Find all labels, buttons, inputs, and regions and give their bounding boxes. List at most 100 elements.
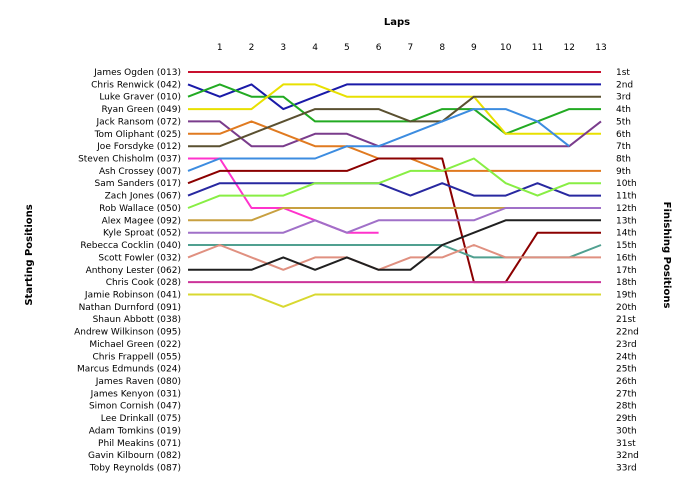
finishing-label: 11th — [616, 192, 637, 202]
series-line-17 — [188, 219, 601, 271]
starting-label: Zach Jones (067) — [105, 192, 181, 202]
finishing-label: 29th — [616, 414, 637, 424]
finishing-label: 25th — [616, 365, 637, 375]
series-line-2 — [187, 83, 601, 111]
starting-label: Lee Drinkall (075) — [101, 414, 181, 424]
finishing-label: 28th — [616, 402, 637, 412]
lap-tick-label: 1 — [217, 43, 223, 53]
starting-label: Andrew Wilkinson (095) — [74, 328, 181, 338]
series-line-12 — [187, 157, 601, 209]
starting-label: Kyle Sproat (052) — [103, 229, 181, 239]
series-line-11 — [187, 182, 601, 197]
finishing-position-labels: 1st 2nd 3rd 4th 5th 6th 7th 8th 9th 10th 11th 12th 1… — [616, 68, 639, 474]
starting-position-labels: James Ogden (013) Chris Renwick (042) Luke… — [74, 68, 181, 474]
lap-tick-label: 9 — [471, 43, 477, 53]
starting-label: Ryan Green (049) — [102, 105, 181, 115]
x-axis-title: Laps — [384, 17, 410, 28]
lap-tick-label: 4 — [312, 43, 318, 53]
finishing-label: 18th — [616, 278, 637, 288]
lap-tick-label: 11 — [532, 43, 543, 53]
finishing-label: 17th — [616, 266, 637, 276]
starting-label: Steven Chisholm (037) — [78, 155, 181, 165]
finishing-label: 22nd — [616, 328, 639, 338]
finishing-label: 10th — [616, 179, 637, 189]
starting-label: Rebecca Cocklin (040) — [80, 241, 181, 251]
finishing-label: 9th — [616, 167, 631, 177]
finishing-label: 24th — [616, 352, 637, 362]
lap-tick-label: 3 — [280, 43, 286, 53]
lap-tick-label: 7 — [408, 43, 414, 53]
starting-label: Sam Sanders (017) — [95, 179, 182, 189]
starting-label: Jack Ransom (072) — [96, 117, 182, 127]
starting-label: Nathan Durnford (091) — [79, 303, 181, 313]
finishing-label: 27th — [616, 389, 637, 399]
starting-label: Ash Crossey (007) — [99, 167, 181, 177]
finishing-label: 19th — [616, 291, 637, 301]
left-axis-title: Starting Positions — [24, 204, 35, 305]
finishing-label: 4th — [616, 105, 631, 115]
finishing-label: 33rd — [616, 464, 637, 474]
right-axis-title: Finishing Positions — [661, 202, 672, 309]
series-line-7 — [188, 95, 601, 148]
lap-tick-labels: 1 2 3 4 5 6 7 8 9 10 11 12 13 — [217, 43, 607, 53]
finishing-label: 8th — [616, 155, 631, 165]
starting-label: Jamie Robinson (041) — [84, 291, 181, 301]
starting-label: Tom Oliphant (025) — [94, 130, 181, 140]
starting-label: Marcus Edmunds (024) — [77, 365, 181, 375]
finishing-label: 26th — [616, 377, 637, 387]
finishing-label: 32nd — [616, 451, 639, 461]
lap-tick-label: 6 — [376, 43, 382, 53]
chart-marks — [187, 71, 602, 308]
finishing-label: 2nd — [616, 80, 633, 90]
finishing-label: 31st — [616, 439, 636, 449]
starting-label: Luke Graver (010) — [99, 93, 181, 103]
starting-label: Phil Meakins (071) — [98, 439, 181, 449]
finishing-label: 30th — [616, 426, 637, 436]
finishing-label: 1st — [616, 68, 630, 78]
finishing-label: 16th — [616, 253, 637, 263]
finishing-label: 20th — [616, 303, 637, 313]
finishing-label: 3rd — [616, 93, 631, 103]
starting-label: James Ogden (013) — [93, 68, 181, 78]
finishing-label: 15th — [616, 241, 637, 251]
starting-label: Joe Forsdyke (012) — [96, 142, 181, 152]
starting-label: Toby Reynolds (087) — [89, 464, 181, 474]
starting-label: Gavin Kilbourn (082) — [88, 451, 181, 461]
finishing-label: 6th — [616, 130, 631, 140]
starting-label: Alex Magee (092) — [102, 216, 181, 226]
starting-label: Anthony Lester (062) — [86, 266, 181, 276]
starting-label: Rob Wallace (050) — [99, 204, 181, 214]
series-line-14 — [188, 207, 601, 234]
starting-label: Shaun Abbott (038) — [93, 315, 181, 325]
starting-label: Scott Fowler (032) — [98, 253, 181, 263]
finishing-label: 7th — [616, 142, 631, 152]
lap-tick-label: 2 — [249, 43, 255, 53]
lap-tick-label: 12 — [563, 43, 574, 53]
series-line-4 — [188, 83, 601, 135]
series-line-9 — [187, 108, 570, 172]
starting-label: Chris Frappell (055) — [92, 352, 181, 362]
finishing-label: 21st — [616, 315, 636, 325]
starting-label: Simon Cornish (047) — [89, 402, 181, 412]
series-line-19 — [188, 293, 601, 308]
starting-label: James Raven (080) — [95, 377, 181, 387]
series-line-16 — [187, 244, 601, 271]
lap-tick-label: 5 — [344, 43, 350, 53]
finishing-label: 5th — [616, 117, 631, 127]
lap-tick-label: 13 — [595, 43, 606, 53]
lap-tick-label: 8 — [439, 43, 445, 53]
starting-label: Michael Green (022) — [89, 340, 181, 350]
series-line-3 — [187, 83, 601, 135]
finishing-label: 23rd — [616, 340, 637, 350]
finishing-label: 13th — [616, 216, 637, 226]
starting-label: Chris Renwick (042) — [91, 80, 181, 90]
lap-tick-label: 10 — [500, 43, 512, 53]
series-line-10 — [187, 157, 601, 284]
starting-label: Adam Tomkins (019) — [89, 426, 181, 436]
finishing-label: 12th — [616, 204, 637, 214]
starting-label: Chris Cook (028) — [106, 278, 181, 288]
finishing-label: 14th — [616, 229, 637, 239]
starting-label: James Kenyon (031) — [90, 389, 181, 399]
